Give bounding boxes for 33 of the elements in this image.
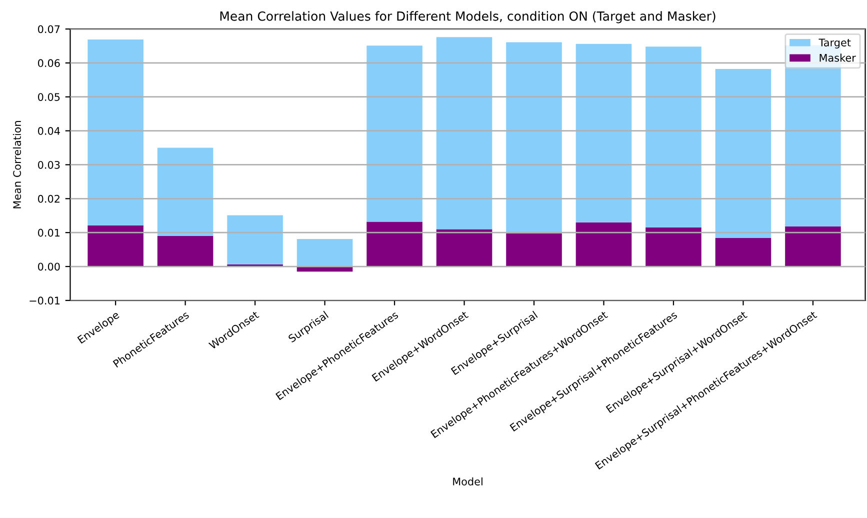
bar [88, 40, 144, 226]
y-tick-label: 0.05 [38, 93, 60, 101]
bar [715, 69, 772, 238]
bar [366, 222, 422, 267]
bar [646, 227, 702, 267]
y-tick-label: 0.00 [38, 262, 60, 271]
bar [646, 46, 702, 228]
bar [296, 239, 353, 267]
chart-title: Mean Correlation Values for Different Models, condition ON (Target and Masker) [220, 11, 716, 24]
bar [366, 46, 422, 222]
y-tick-label: 0.02 [38, 194, 60, 203]
y-tick-label: 0.06 [38, 59, 60, 68]
y-tick-label: 0.03 [38, 160, 60, 169]
bar [506, 233, 562, 267]
bar [576, 222, 632, 267]
bar [227, 215, 283, 264]
y-tick-label: 0.04 [38, 127, 60, 135]
bar [436, 37, 492, 230]
y-tick-label: 0.01 [38, 228, 60, 237]
bar [157, 148, 214, 236]
y-tick-label: 0.07 [38, 25, 60, 34]
legend-label: Target [818, 38, 851, 48]
x-axis-title: Model [453, 477, 482, 486]
y-tick-label: −0.01 [30, 296, 60, 305]
bar [436, 229, 492, 267]
bar [88, 225, 144, 267]
bar [715, 238, 772, 267]
bar [157, 236, 214, 267]
bar [506, 42, 562, 234]
bar [576, 44, 632, 222]
bar [785, 226, 841, 267]
legend-label: Masker [820, 54, 856, 62]
y-axis-title: Mean Correlation [12, 121, 22, 208]
